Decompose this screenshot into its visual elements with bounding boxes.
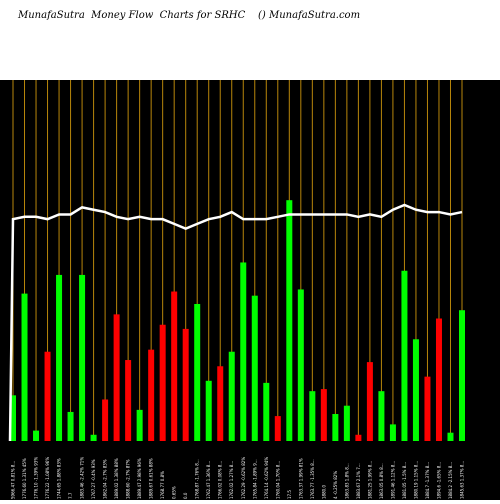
price-line [8,203,463,442]
money-flow-bar [343,405,350,441]
money-flow-bar [182,328,189,441]
money-flow-bar [412,339,419,441]
money-flow-chart: 5966.47 0.81% 8... 1776.60 1.31% 45% 1776.… [8,80,465,499]
money-flow-bar [401,270,408,441]
money-flow-bar [10,395,16,441]
x-tick-label: 1883.67 2.1% 7... [356,463,361,499]
money-flow-bar [205,380,212,441]
x-tick-label: 17.5 [287,490,292,499]
x-tick-label: 1891.46 1.12% 8... [390,461,395,499]
x-tick-label: 0.0 [183,492,188,499]
x-tick-label: 1863.83 1.8% 8... [344,463,349,499]
money-flow-bar [389,424,396,441]
money-flow-bar [44,351,51,441]
money-flow-bar [21,293,28,441]
x-tick-label: 1889.67 0.61% 88% [149,458,154,499]
x-tick-label: 1767.27 -0.4% 93% [91,459,96,499]
money-flow-bar [355,434,362,441]
money-flow-bar [33,430,40,441]
money-flow-bar [459,310,465,441]
x-tick-label: 0.65% [172,486,177,499]
x-tick-label: 1880.0 [321,485,326,499]
x-tick-label: 5966.47 0.81% 8... [11,461,16,499]
x-tick-label: 1889.47 2.98% 96% [137,458,142,499]
money-flow-bar [424,376,431,441]
x-tick-label: 1884.7 -1.37% 8... [425,462,430,499]
money-flow-bar [332,414,339,441]
x-tick-label: 1764.14 -0.62% 94% [264,457,269,499]
money-flow-bar [251,295,258,441]
x-tick-label: 1768.87 -1.76% 8... [195,459,200,499]
x-tick-label: 1760.04 1.70% 8... [275,461,280,499]
money-flow-bar [286,200,293,441]
money-flow-bar [274,416,281,441]
x-tick-label: 1881.05 -1.5% 8... [402,462,407,499]
money-flow-bar [217,366,224,441]
x-tick-label: 1763.77 -1.35% 8... [310,459,315,499]
chart-area: 5966.47 0.81% 8... 1776.60 1.31% 45% 1776.… [0,80,500,500]
x-tick-label: 1884.2 -2.15% 8... [448,462,453,499]
money-flow-bar [125,360,132,441]
money-flow-bar [102,399,109,441]
x-tick-label: 1776.22 -1.08% 96% [45,457,50,499]
money-flow-bar [194,303,201,441]
money-flow-bar [366,362,373,441]
money-flow-bar [378,391,385,441]
money-flow-bar [240,262,247,441]
x-tick-label: 1880.19 1.15% 8... [413,461,418,499]
money-flow-bar [159,324,166,441]
chart-header: MunafaSutra Money Flow Charts for SRHC (… [0,0,500,80]
money-flow-bar [320,389,327,441]
x-tick-label: 1894.6 -1.65% 8... [436,462,441,499]
chart-title: MunafaSutra Money Flow Charts for SRHC [18,10,246,21]
x-tick-label: 1776.10 -1.39% 93% [34,457,39,499]
money-flow-bar [136,409,143,441]
x-tick-label: 1762.02 1.27% 8... [229,461,234,499]
money-flow-bar [56,274,63,441]
money-flow-bar [79,274,86,441]
money-flow-bar [171,291,178,441]
money-flow-bar [67,411,74,441]
x-tick-label: 1889.02 1.38% 88% [114,458,119,499]
x-tick-label: 1766.02 0.08% 8... [218,461,223,499]
money-flow-bar [228,351,235,441]
money-flow-bar [263,382,270,441]
x-tick-label: 1744.65 1.88% 83% [57,458,62,499]
x-tick-label: 4 -0.25% 82% [333,471,338,499]
x-tick-label: 1883.46 -2.42% 71% [80,457,85,499]
x-tick-label: 1768.77 0.8% [160,471,165,499]
money-flow-bar [148,349,155,441]
x-tick-label: 1881.25 1.99% 8... [367,461,372,499]
x-tick-label: 1762.47 1.36% 8... [206,461,211,499]
money-flow-bar [447,432,454,441]
x-tick-label: 1762.29 -0.62% 82% [241,457,246,499]
x-tick-label: 1763.37 1.99% 81% [298,458,303,499]
x-tick-label: 7.7 [68,492,73,499]
money-flow-bar [435,318,442,441]
x-tick-label: 1845.63 1.37% 8... [460,461,465,499]
x-tick-label: 1862.04 -2.7% 83% [103,459,108,499]
money-flow-bar [90,434,97,441]
money-flow-bar [309,391,316,441]
site-credit: () MunafaSutra.com [258,10,361,21]
money-flow-bar [297,289,304,441]
x-tick-label: 1863.05 0.8% 8... [379,463,384,499]
x-tick-label: 1765.84 -1.89% 9... [252,459,257,499]
money-flow-bar [113,314,120,441]
x-tick-label: 1888.60 -2.7% 87% [126,459,131,499]
x-tick-label: 1776.60 1.31% 45% [22,458,27,499]
